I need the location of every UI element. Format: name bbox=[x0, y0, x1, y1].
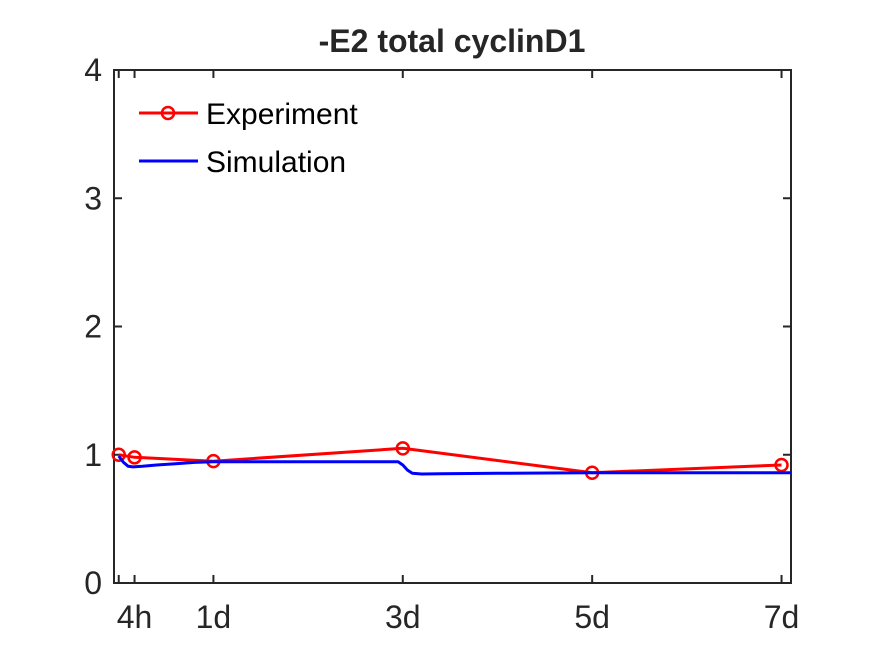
plot-area: 0 1 2 3 4 4h 1d 3d 5d 7d bbox=[84, 52, 799, 635]
y-tick-label: 1 bbox=[84, 437, 102, 473]
legend: Experiment Simulation bbox=[139, 98, 358, 179]
x-tick-label: 7d bbox=[764, 599, 800, 635]
series-line-simulation bbox=[117, 455, 791, 476]
y-tick-label: 0 bbox=[84, 565, 102, 601]
series-layer bbox=[111, 441, 791, 480]
legend-simulation-label: Simulation bbox=[206, 146, 346, 179]
data-point-experiment bbox=[127, 450, 142, 465]
chart-title: -E2 total cyclinD1 bbox=[319, 23, 586, 59]
x-tick-label: 5d bbox=[574, 599, 610, 635]
legend-entry-simulation: Simulation bbox=[139, 146, 346, 179]
data-point-experiment bbox=[395, 441, 411, 456]
data-point-experiment bbox=[111, 447, 126, 462]
y-tick-label: 4 bbox=[84, 52, 102, 88]
y-axis: 0 1 2 3 4 bbox=[84, 52, 791, 601]
x-tick-label: 3d bbox=[385, 599, 421, 635]
legend-experiment-marker bbox=[160, 105, 176, 121]
axes-box bbox=[113, 69, 792, 584]
legend-experiment-label: Experiment bbox=[206, 98, 358, 131]
x-tick-label: 4h bbox=[117, 599, 153, 635]
y-tick-label: 3 bbox=[84, 180, 102, 216]
x-tick-label: 1d bbox=[196, 599, 232, 635]
legend-entry-experiment: Experiment bbox=[139, 98, 358, 131]
data-point-experiment bbox=[774, 457, 789, 473]
x-axis: 4h 1d 3d 5d 7d bbox=[117, 70, 800, 635]
y-tick-label: 2 bbox=[84, 309, 102, 345]
